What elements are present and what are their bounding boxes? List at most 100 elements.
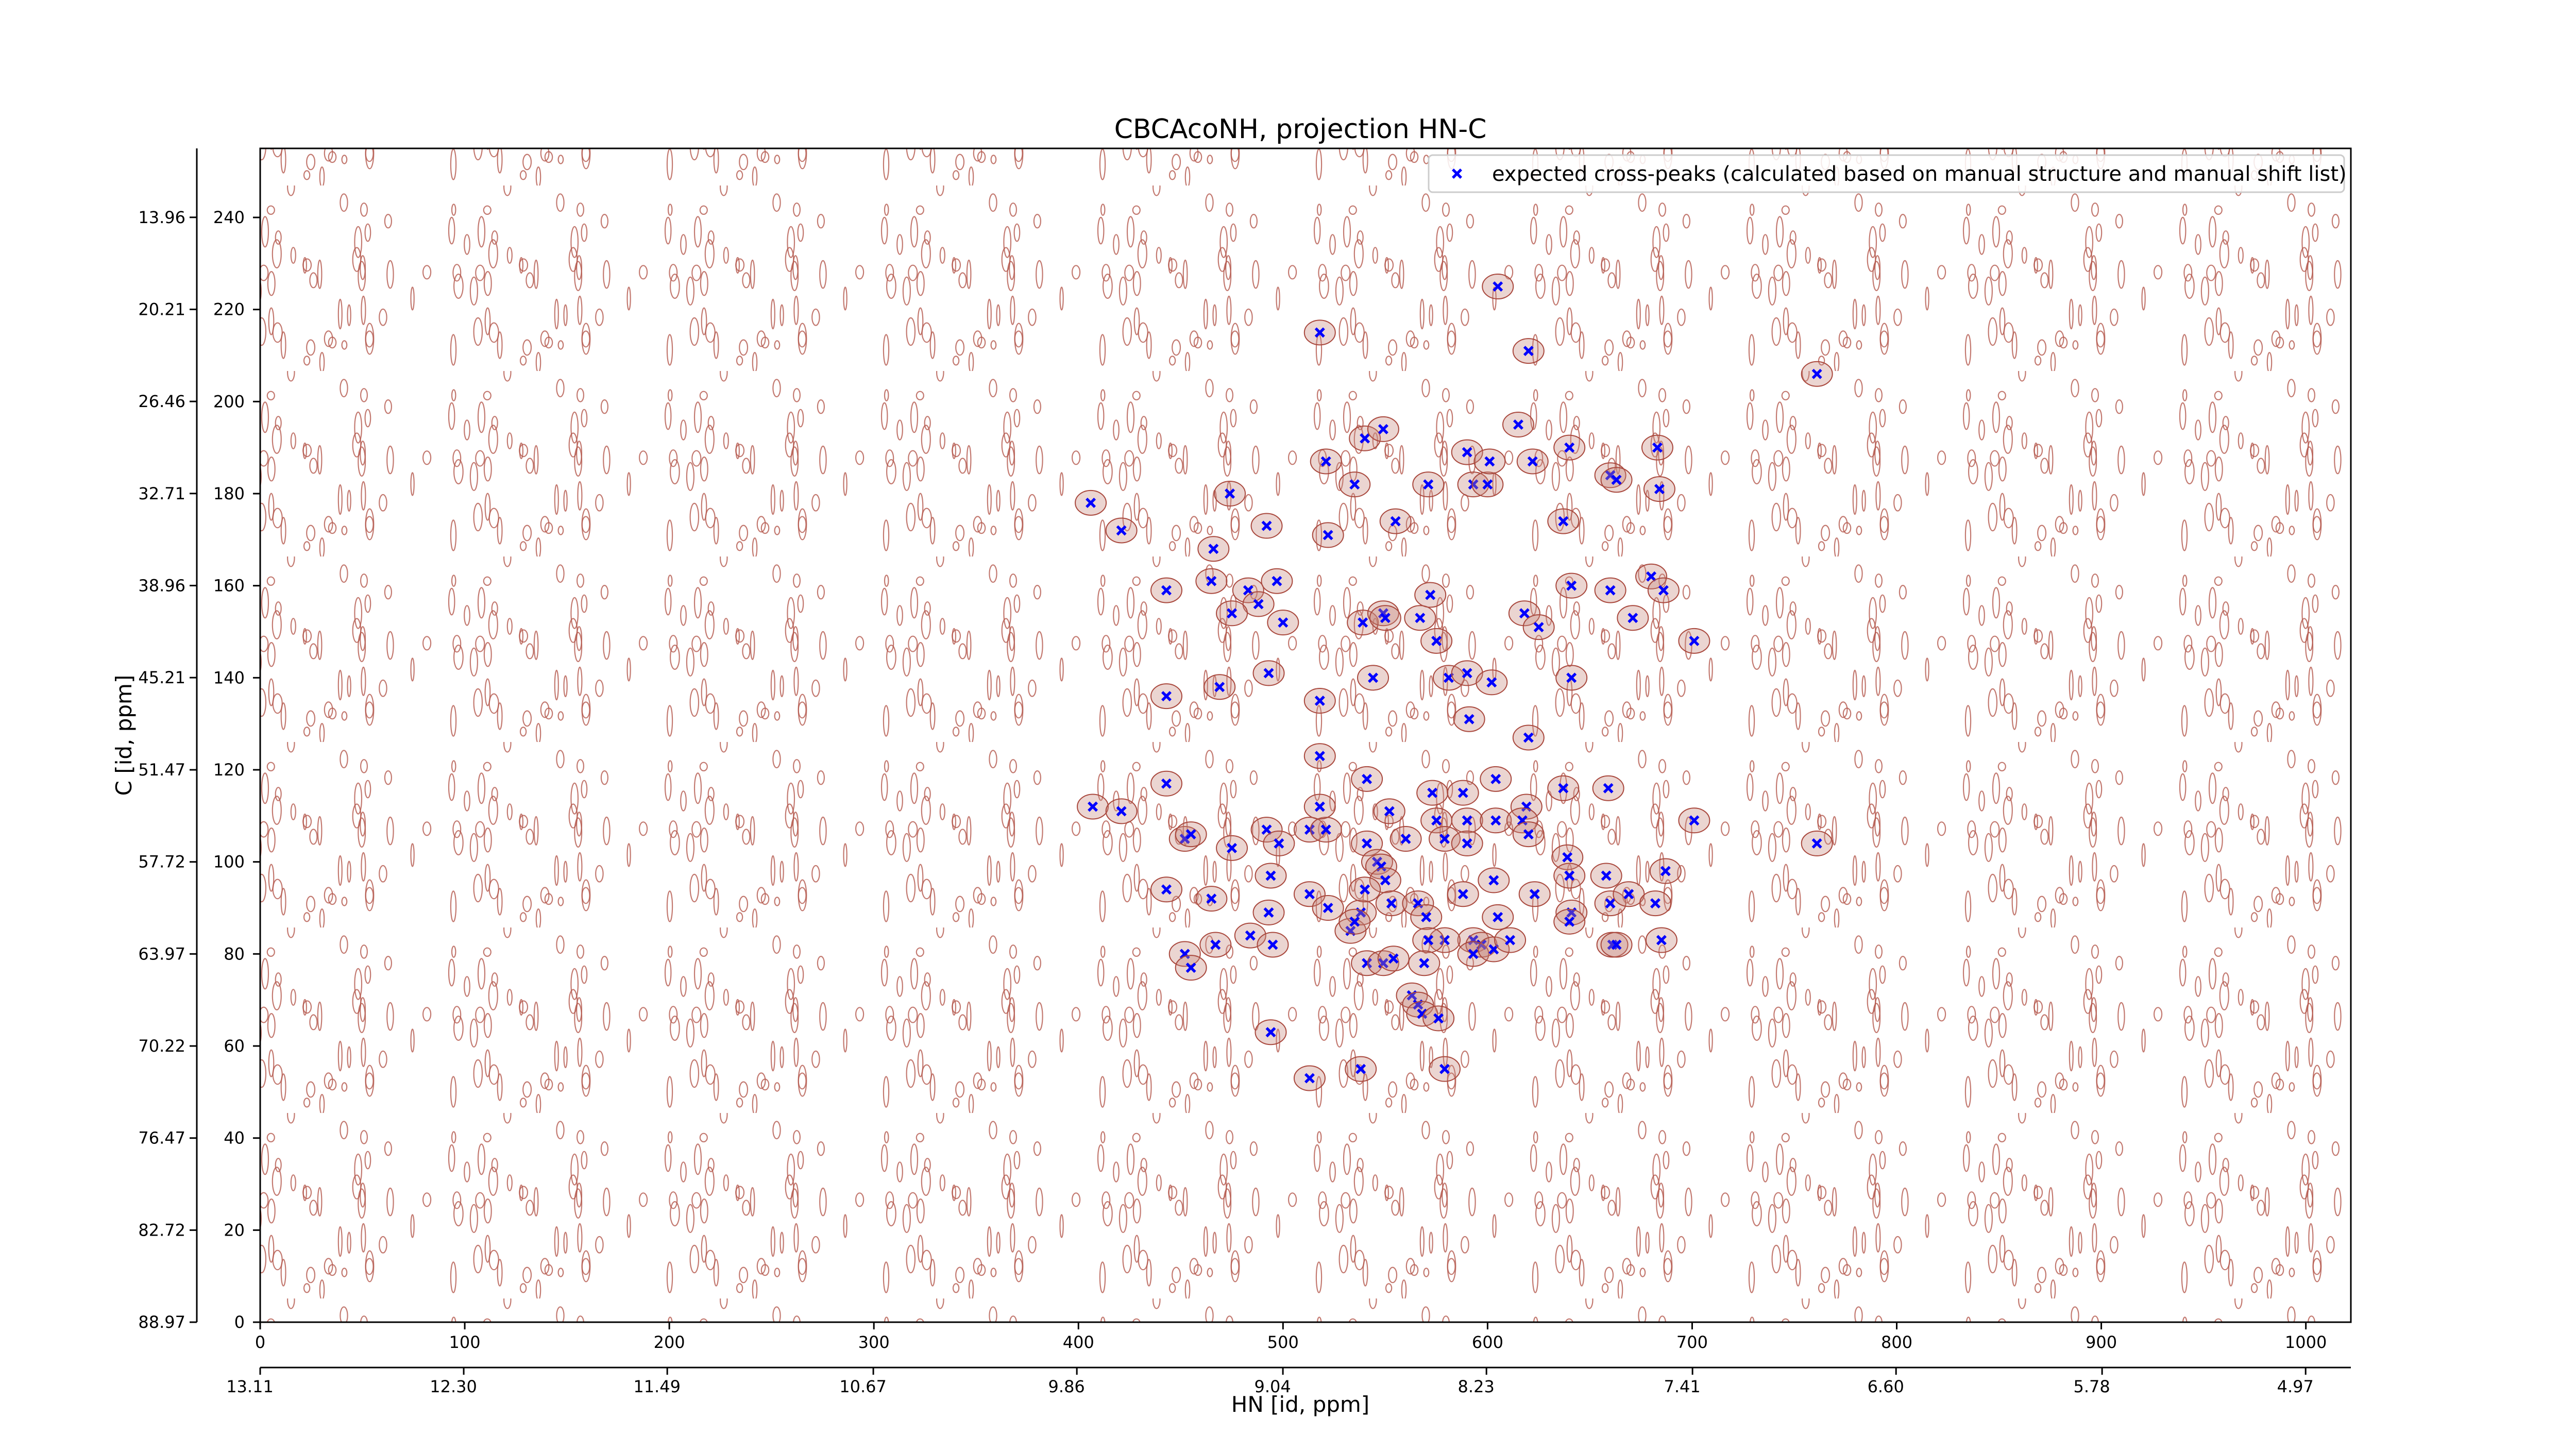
x2-tick-label: 7.41 [1664,1377,1700,1396]
cross-peak [1206,893,1217,904]
chart-title: CBCAcoNH, projection HN-C [1114,114,1487,145]
legend-label: expected cross-peaks (calculated based o… [1492,162,2347,186]
x2-tick-label: 9.04 [1254,1377,1291,1396]
cross-peak [1564,870,1575,881]
cross-peak [1323,530,1333,541]
cross-peak [1185,829,1196,840]
cross-peak [1427,787,1438,798]
x-axis-label: HN [id, ppm] [1231,1392,1369,1417]
cross-peak [1464,714,1475,724]
cross-peak [1362,773,1372,784]
cross-peak [1378,424,1388,434]
cross-peak [1527,456,1538,467]
y-tick-label: 40 [224,1128,245,1148]
cross-peak [1388,953,1399,964]
cross-peak [1482,479,1493,490]
cross-peak [1088,801,1098,812]
cross-peak [1304,824,1315,835]
cross-peak [1253,599,1264,610]
y2-tick-label: 38.96 [138,576,185,595]
cross-peak [1458,889,1468,900]
cross-peak [1225,488,1235,499]
cross-peak [1654,484,1665,495]
cross-peak [1468,949,1479,959]
cross-peak [1517,815,1528,826]
cross-peak [1161,585,1172,596]
cross-peak [1278,617,1289,628]
cross-peak [1323,903,1333,913]
x2-tick-label: 11.49 [633,1377,681,1396]
cross-peak [1462,838,1472,849]
cross-peak [1611,475,1622,485]
x-tick-label: 500 [1267,1332,1299,1352]
cross-peak [1380,875,1391,886]
y-tick-label: 140 [213,668,245,687]
y2-tick-label: 88.97 [138,1312,185,1332]
cross-peak [1523,732,1534,743]
legend-marker [1452,168,1462,179]
cross-peak [1425,589,1436,600]
cross-peak [1358,617,1368,628]
cross-peak [1214,682,1225,693]
x2-tick-label: 10.67 [839,1377,887,1396]
cross-peak [1650,898,1660,909]
y-tick-label: 180 [213,484,245,503]
cross-peak [1161,691,1172,702]
x-tick-label: 400 [1063,1332,1094,1352]
cross-peak [1462,668,1472,679]
cross-peak [1360,433,1370,444]
x2-tick-label: 4.97 [2277,1377,2314,1396]
x-tick-label: 900 [2086,1332,2117,1352]
cross-peak [1628,613,1638,623]
x-tick-label: 300 [858,1332,890,1352]
cross-peak [1484,456,1495,467]
cross-peak [1611,939,1622,950]
cross-peak [1689,815,1700,826]
cross-peak [1468,479,1479,490]
cross-peak [1086,497,1096,508]
cross-peak [1811,838,1822,849]
cross-peak [1562,852,1573,863]
cross-peak [1468,935,1479,946]
cross-peak [1490,815,1501,826]
cross-peak [1116,525,1127,536]
x-tick-label: 200 [654,1332,685,1352]
cross-peak [1368,672,1379,683]
y-tick-label: 200 [213,392,245,411]
y2-tick-label: 70.22 [138,1036,185,1056]
y-tick-label: 80 [224,944,245,964]
cross-peak [1656,935,1667,946]
cross-peak [1566,580,1577,591]
cross-peak [1208,544,1219,554]
x-tick-label: 600 [1472,1332,1503,1352]
y2-tick-label: 32.71 [138,484,185,503]
cross-peak [1490,773,1501,784]
cross-peak [1179,949,1190,959]
y2-tick-label: 57.72 [138,852,185,872]
y-tick-label: 0 [234,1312,245,1332]
cross-peak [1431,635,1442,646]
cross-peak [1605,898,1616,909]
y2-tick-label: 51.47 [138,760,185,780]
cross-peak [1304,889,1315,900]
cross-peak [1443,672,1454,683]
y2-tick-label: 26.46 [138,392,185,411]
y2-tick-label: 76.47 [138,1128,185,1148]
cross-peak [1623,889,1634,900]
x2-tick-label: 5.78 [2074,1377,2110,1396]
cross-peak [1185,963,1196,973]
cross-peak [1263,907,1274,918]
cross-peak [1161,778,1172,789]
cross-peak [1362,958,1372,969]
cross-peak [1488,875,1499,886]
cross-peak [1267,939,1278,950]
cross-peak [1421,912,1432,922]
cross-peak [1355,1064,1366,1074]
y-tick-label: 100 [213,852,245,872]
y-tick-label: 60 [224,1036,245,1056]
y2-tick-label: 20.21 [138,299,185,319]
cross-peak [1380,613,1391,623]
cross-peak [1529,889,1540,900]
